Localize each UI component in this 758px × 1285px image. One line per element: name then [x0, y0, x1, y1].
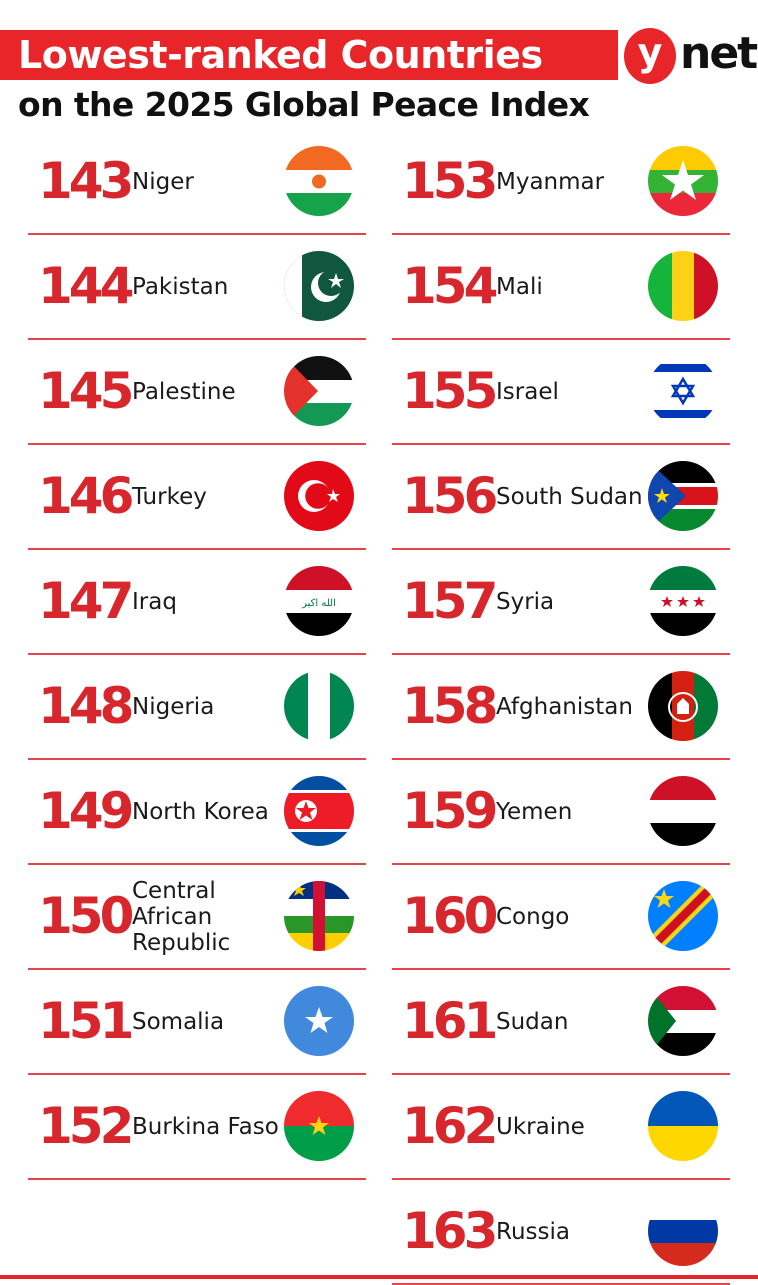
sudan-flag-icon	[648, 986, 718, 1056]
rank-number: 149	[38, 782, 134, 840]
rank-number: 151	[38, 992, 134, 1050]
somalia-flag-icon	[284, 986, 354, 1056]
rank-number: 158	[402, 677, 498, 735]
ranking-row: 153 Myanmar	[392, 130, 730, 235]
rank-number: 148	[38, 677, 134, 735]
syria-flag-icon	[648, 566, 718, 636]
afghanistan-flag-icon	[648, 671, 718, 741]
country-name: Myanmar	[496, 168, 605, 195]
rank-number: 163	[402, 1202, 498, 1260]
pakistan-flag-icon	[284, 251, 354, 321]
rank-number: 152	[38, 1097, 134, 1155]
south-sudan-flag-icon	[648, 461, 718, 531]
ynet-logo: y net	[624, 28, 758, 84]
rank-number: 156	[402, 467, 498, 525]
rank-number: 144	[38, 257, 134, 315]
ranking-row: 147 Iraq الله اكبر	[28, 550, 366, 655]
iraq-flag-icon: الله اكبر	[284, 566, 354, 636]
country-name: Turkey	[132, 483, 207, 510]
title-banner	[0, 30, 618, 80]
country-name: Sudan	[496, 1008, 569, 1035]
ranking-row: 143 Niger	[28, 130, 366, 235]
yemen-flag-icon	[648, 776, 718, 846]
central-african-republic-flag-icon	[284, 881, 354, 951]
russia-flag-icon	[648, 1196, 718, 1266]
ranking-row: 150 Central African Republic	[28, 865, 366, 970]
burkina-faso-flag-icon	[284, 1091, 354, 1161]
ranking-row: 148 Nigeria	[28, 655, 366, 760]
rank-number: 160	[402, 887, 498, 945]
rank-number: 159	[402, 782, 498, 840]
rank-number: 154	[402, 257, 498, 315]
ranking-row: 152 Burkina Faso	[28, 1075, 366, 1180]
country-name: Afghanistan	[496, 693, 633, 720]
rank-number: 147	[38, 572, 134, 630]
rank-number: 157	[402, 572, 498, 630]
country-name: Congo	[496, 903, 570, 930]
country-name: Central African Republic	[132, 877, 231, 956]
ranking-row: 163 Russia	[392, 1180, 730, 1285]
ranking-row: 151 Somalia	[28, 970, 366, 1075]
country-name: Syria	[496, 588, 555, 615]
ranking-row: 161 Sudan	[392, 970, 730, 1075]
country-name: Burkina Faso	[132, 1113, 279, 1140]
ranking-row: 160 Congo	[392, 865, 730, 970]
page-title: Lowest-ranked Countries	[18, 33, 543, 77]
country-name: North Korea	[132, 798, 269, 825]
mali-flag-icon	[648, 251, 718, 321]
ranking-row: 156 South Sudan	[392, 445, 730, 550]
country-name: Mali	[496, 273, 543, 300]
rank-number: 146	[38, 467, 134, 525]
rank-number: 145	[38, 362, 134, 420]
ranking-row: 154 Mali	[392, 235, 730, 340]
ranking-row: 145 Palestine	[28, 340, 366, 445]
iraq-flag-script: الله اكبر	[301, 598, 336, 609]
rank-number: 150	[38, 887, 134, 945]
palestine-flag-icon	[284, 356, 354, 426]
rank-number: 153	[402, 152, 498, 210]
country-name: South Sudan	[496, 483, 643, 510]
rank-number: 155	[402, 362, 498, 420]
country-name: Ukraine	[496, 1113, 585, 1140]
logo-y-mark: y	[624, 28, 676, 84]
country-name: Iraq	[132, 588, 177, 615]
ranking-row: 159 Yemen	[392, 760, 730, 865]
rank-number: 161	[402, 992, 498, 1050]
country-name: Palestine	[132, 378, 236, 405]
israel-flag-icon	[648, 356, 718, 426]
bottom-divider	[0, 1275, 758, 1279]
congo-flag-icon	[648, 881, 718, 951]
rank-number: 162	[402, 1097, 498, 1155]
nigeria-flag-icon	[284, 671, 354, 741]
niger-flag-icon	[284, 146, 354, 216]
header: Lowest-ranked Countries on the 2025 Glob…	[0, 0, 758, 135]
myanmar-flag-icon	[648, 146, 718, 216]
left-column: 143 Niger 144 Pakistan 145 Palestine 146…	[28, 130, 366, 1180]
logo-net-text: net	[680, 28, 758, 79]
ranking-row: 146 Turkey	[28, 445, 366, 550]
north-korea-flag-icon	[284, 776, 354, 846]
right-column: 153 Myanmar 154 Mali 155 Israel 156 Sout…	[392, 130, 730, 1285]
ranking-row: 155 Israel	[392, 340, 730, 445]
country-name: Nigeria	[132, 693, 215, 720]
ukraine-flag-icon	[648, 1091, 718, 1161]
rank-number: 143	[38, 152, 134, 210]
page-subtitle: on the 2025 Global Peace Index	[18, 85, 590, 124]
ranking-row: 144 Pakistan	[28, 235, 366, 340]
ranking-row: 149 North Korea	[28, 760, 366, 865]
country-name: Israel	[496, 378, 559, 405]
country-name: Pakistan	[132, 273, 229, 300]
country-name: Niger	[132, 168, 194, 195]
country-name: Russia	[496, 1218, 570, 1245]
country-name: Somalia	[132, 1008, 225, 1035]
turkey-flag-icon	[284, 461, 354, 531]
ranking-row: 157 Syria	[392, 550, 730, 655]
ranking-row: 158 Afghanistan	[392, 655, 730, 760]
ranking-row: 162 Ukraine	[392, 1075, 730, 1180]
country-name: Yemen	[496, 798, 573, 825]
